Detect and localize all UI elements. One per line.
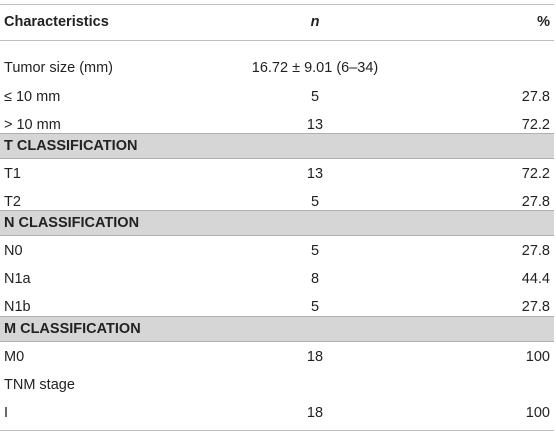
- table-row: T1 13 72.2: [0, 159, 554, 189]
- row-label: N0: [4, 243, 23, 259]
- table-row: N1a 8 44.4: [0, 264, 554, 294]
- table-row: M0 18 100: [0, 342, 554, 372]
- table-row: Tumor size (mm) 16.72 ± 9.01 (6–34): [0, 53, 554, 83]
- table-row: > 10 mm 13 72.2: [0, 110, 554, 140]
- row-percent: 27.8: [521, 299, 550, 315]
- table-row: I 18 100: [0, 398, 554, 428]
- row-percent: 100: [525, 349, 550, 365]
- row-label: N1a: [4, 271, 31, 287]
- row-percent: 72.2: [521, 117, 550, 133]
- table-row: T2 5 27.8: [0, 187, 554, 217]
- row-percent: 72.2: [521, 166, 550, 182]
- row-label: ≤ 10 mm: [4, 89, 61, 105]
- row-label: T2: [4, 194, 21, 210]
- header-characteristics: Characteristics: [4, 14, 109, 30]
- row-n: 18: [306, 349, 324, 365]
- bottom-rule: [0, 430, 554, 431]
- row-percent: 44.4: [521, 271, 550, 287]
- header-percent: %: [537, 14, 550, 30]
- header-row: Characteristics n %: [0, 7, 554, 37]
- top-rule: [0, 4, 554, 5]
- row-label: I: [4, 405, 9, 421]
- table-row: TNM stage: [0, 370, 554, 400]
- section-t-classification: T CLASSIFICATION: [0, 133, 554, 159]
- section-m-classification: M CLASSIFICATION: [0, 316, 554, 342]
- table-row: N0 5 27.8: [0, 236, 554, 266]
- row-n: 18: [306, 405, 324, 421]
- row-percent: 27.8: [521, 194, 550, 210]
- row-label: T1: [4, 166, 21, 182]
- row-percent: 100: [525, 405, 550, 421]
- row-n: 13: [306, 117, 324, 133]
- row-n: 8: [310, 271, 320, 287]
- row-n: 5: [310, 89, 320, 105]
- section-label: T CLASSIFICATION: [4, 138, 138, 154]
- table-row: N1b 5 27.8: [0, 292, 554, 322]
- row-percent: 27.8: [521, 243, 550, 259]
- row-n: 16.72 ± 9.01 (6–34): [251, 60, 379, 76]
- row-label: Tumor size (mm): [4, 60, 114, 76]
- row-n: 5: [310, 299, 320, 315]
- row-percent: 27.8: [521, 89, 550, 105]
- header-rule: [0, 40, 554, 41]
- section-n-classification: N CLASSIFICATION: [0, 210, 554, 236]
- row-n: 5: [310, 243, 320, 259]
- section-label: M CLASSIFICATION: [4, 321, 141, 337]
- row-n: 13: [306, 166, 324, 182]
- row-label: N1b: [4, 299, 31, 315]
- header-n: n: [310, 14, 320, 30]
- row-n: 5: [310, 194, 320, 210]
- row-label: M0: [4, 349, 25, 365]
- table-row: ≤ 10 mm 5 27.8: [0, 82, 554, 112]
- row-label: TNM stage: [4, 377, 75, 393]
- section-label: N CLASSIFICATION: [4, 215, 140, 231]
- row-label: > 10 mm: [4, 117, 61, 133]
